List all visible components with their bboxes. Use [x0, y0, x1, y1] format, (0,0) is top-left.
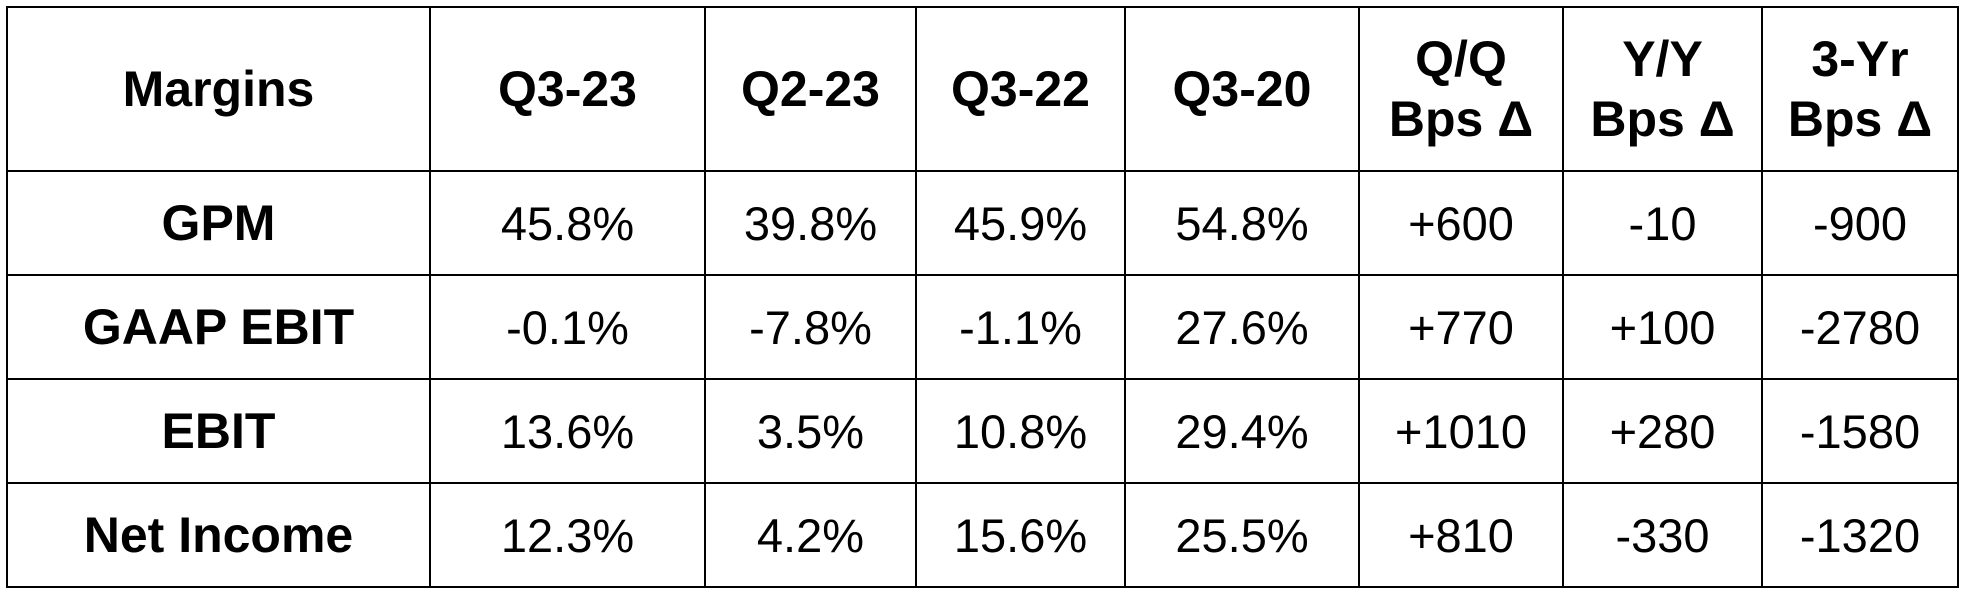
header-cell: Q2-23 — [704, 6, 917, 172]
table-cell: 39.8% — [704, 170, 917, 276]
table-cell: -900 — [1761, 170, 1959, 276]
header-row: Margins Q3-23 Q2-23 Q3-22 Q3-20 Q/Q Bps Δ Y/Y … — [6, 6, 1959, 172]
table-cell: +100 — [1562, 274, 1763, 380]
table-cell: 3.5% — [704, 378, 917, 484]
row-label: Net Income — [6, 482, 431, 588]
table-cell: 54.8% — [1124, 170, 1360, 276]
header-cell: 3-Yr Bps Δ — [1761, 6, 1959, 172]
table-row: GAAP EBIT -0.1% -7.8% -1.1% 27.6% +770 +100 -27… — [6, 274, 1959, 380]
table-cell: 27.6% — [1124, 274, 1360, 380]
table-body: GPM 45.8% 39.8% 45.9% 54.8% +600 -10 -900 GAAP E… — [6, 170, 1959, 588]
table-cell: -1580 — [1761, 378, 1959, 484]
table-cell: +1010 — [1358, 378, 1564, 484]
table-cell: 13.6% — [429, 378, 706, 484]
table-cell: 4.2% — [704, 482, 917, 588]
table-cell: -7.8% — [704, 274, 917, 380]
table-cell: +280 — [1562, 378, 1763, 484]
table-cell: +810 — [1358, 482, 1564, 588]
table-row: Net Income 12.3% 4.2% 15.6% 25.5% +810 -330 -13… — [6, 482, 1959, 588]
margins-table: Margins Q3-23 Q2-23 Q3-22 Q3-20 Q/Q Bps Δ Y/Y … — [6, 6, 1959, 588]
table-cell: -330 — [1562, 482, 1763, 588]
table-cell: 45.8% — [429, 170, 706, 276]
header-cell: Y/Y Bps Δ — [1562, 6, 1763, 172]
table-row: GPM 45.8% 39.8% 45.9% 54.8% +600 -10 -900 — [6, 170, 1959, 276]
table-cell: -10 — [1562, 170, 1763, 276]
header-cell: Q3-23 — [429, 6, 706, 172]
table-cell: -0.1% — [429, 274, 706, 380]
table-cell: +770 — [1358, 274, 1564, 380]
header-cell: Q3-20 — [1124, 6, 1360, 172]
header-cell: Q/Q Bps Δ — [1358, 6, 1564, 172]
header-cell: Q3-22 — [915, 6, 1126, 172]
table-cell: 29.4% — [1124, 378, 1360, 484]
table-cell: -1320 — [1761, 482, 1959, 588]
table-cell: -2780 — [1761, 274, 1959, 380]
table-cell: 15.6% — [915, 482, 1126, 588]
row-label: GPM — [6, 170, 431, 276]
table-cell: 45.9% — [915, 170, 1126, 276]
row-label: GAAP EBIT — [6, 274, 431, 380]
table-cell: 25.5% — [1124, 482, 1360, 588]
header-cell: Margins — [6, 6, 431, 172]
table-row: EBIT 13.6% 3.5% 10.8% 29.4% +1010 +280 -1580 — [6, 378, 1959, 484]
table-cell: -1.1% — [915, 274, 1126, 380]
table-cell: 10.8% — [915, 378, 1126, 484]
table-cell: +600 — [1358, 170, 1564, 276]
table-cell: 12.3% — [429, 482, 706, 588]
row-label: EBIT — [6, 378, 431, 484]
